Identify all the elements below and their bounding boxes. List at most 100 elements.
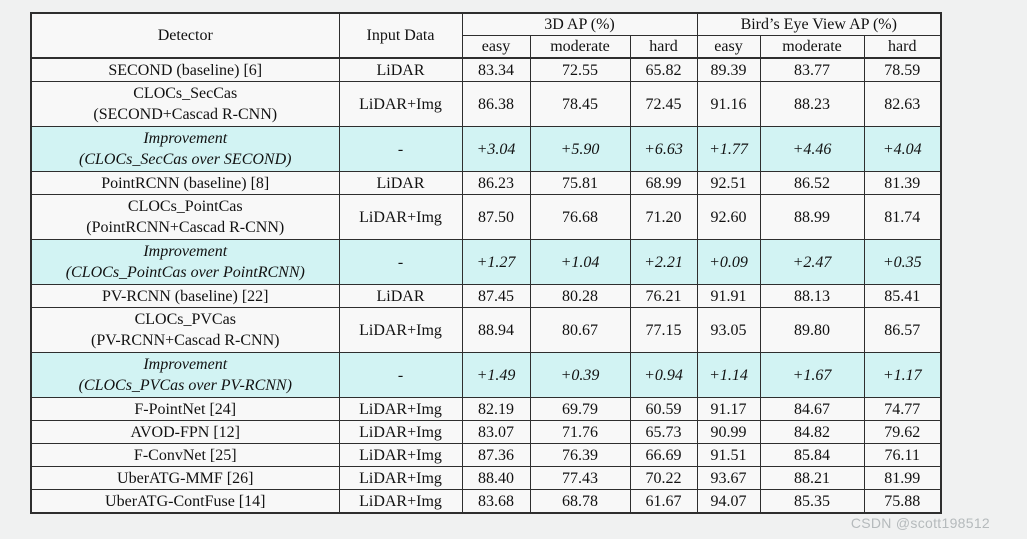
ap-value-cell: 76.11: [863, 443, 942, 467]
header-3d-moderate: moderate: [529, 35, 631, 59]
input-data-cell: LiDAR+Img: [338, 397, 463, 421]
ap-value-cell: 81.74: [863, 194, 942, 240]
ap-value-cell: 80.67: [529, 307, 631, 353]
table-row: PV-RCNN (baseline) [22] LiDAR 87.45 80.28 76…: [30, 284, 942, 308]
ap-value-cell: 86.38: [461, 81, 531, 127]
ap-value-cell: 88.13: [759, 284, 865, 308]
ap-value-cell: 77.43: [529, 466, 631, 490]
ap-value-cell: 94.07: [696, 489, 761, 514]
ap-value-cell: 91.51: [696, 443, 761, 467]
table-header: Detector Input Data 3D AP (%) Bird’s Eye…: [30, 12, 942, 59]
detector-cell: CLOCs_PVCas (PV-RCNN+Cascad R-CNN): [30, 307, 340, 353]
ap-value-cell: 83.07: [461, 420, 531, 444]
results-table: Detector Input Data 3D AP (%) Bird’s Eye…: [30, 12, 942, 514]
ap-value-cell: +0.09: [696, 239, 761, 285]
ap-value-cell: 90.99: [696, 420, 761, 444]
table-row: F-PointNet [24] LiDAR+Img 82.19 69.79 60.59 9…: [30, 397, 942, 421]
ap-value-cell: +3.04: [461, 126, 531, 172]
ap-value-cell: 84.67: [759, 397, 865, 421]
ap-value-cell: 93.67: [696, 466, 761, 490]
ap-value-cell: 83.68: [461, 489, 531, 514]
ap-value-cell: 89.39: [696, 57, 761, 82]
ap-value-cell: +4.46: [759, 126, 865, 172]
ap-value-cell: 65.73: [629, 420, 698, 444]
detector-cell: UberATG-MMF [26]: [30, 466, 340, 490]
ap-value-cell: 65.82: [629, 57, 698, 82]
input-data-cell: LiDAR+Img: [338, 81, 463, 127]
table-body: SECOND (baseline) [6] LiDAR 83.34 72.55 65.8…: [30, 57, 942, 514]
ap-value-cell: 75.88: [863, 489, 942, 514]
ap-value-cell: 72.45: [629, 81, 698, 127]
ap-value-cell: +4.04: [863, 126, 942, 172]
table-row: F-ConvNet [25] LiDAR+Img 87.36 76.39 66.69 91…: [30, 443, 942, 467]
ap-value-cell: +0.35: [863, 239, 942, 285]
table-row: Improvement (CLOCs_PVCas over PV-RCNN) - +1…: [30, 352, 942, 398]
ap-value-cell: +1.04: [529, 239, 631, 285]
ap-value-cell: 88.23: [759, 81, 865, 127]
detector-cell: Improvement (CLOCs_PVCas over PV-RCNN): [30, 352, 340, 398]
ap-value-cell: +0.39: [529, 352, 631, 398]
header-bev-hard: hard: [863, 35, 942, 59]
table-row: UberATG-ContFuse [14] LiDAR+Img 83.68 68.78…: [30, 489, 942, 514]
ap-value-cell: +5.90: [529, 126, 631, 172]
ap-value-cell: +1.77: [696, 126, 761, 172]
table-row: PointRCNN (baseline) [8] LiDAR 86.23 75.81 6…: [30, 171, 942, 195]
ap-value-cell: 88.99: [759, 194, 865, 240]
input-data-cell: LiDAR: [338, 171, 463, 195]
ap-value-cell: 91.16: [696, 81, 761, 127]
ap-value-cell: 68.99: [629, 171, 698, 195]
ap-value-cell: 76.39: [529, 443, 631, 467]
detector-cell: UberATG-ContFuse [14]: [30, 489, 340, 514]
ap-value-cell: 78.59: [863, 57, 942, 82]
detector-cell: F-PointNet [24]: [30, 397, 340, 421]
ap-value-cell: +0.94: [629, 352, 698, 398]
ap-value-cell: 87.36: [461, 443, 531, 467]
input-data-cell: -: [338, 126, 463, 172]
ap-value-cell: 76.68: [529, 194, 631, 240]
input-data-cell: LiDAR: [338, 57, 463, 82]
ap-value-cell: 74.77: [863, 397, 942, 421]
ap-value-cell: +1.17: [863, 352, 942, 398]
ap-value-cell: 91.17: [696, 397, 761, 421]
detector-cell: CLOCs_SecCas (SECOND+Cascad R-CNN): [30, 81, 340, 127]
ap-value-cell: 86.23: [461, 171, 531, 195]
ap-value-cell: +1.14: [696, 352, 761, 398]
input-data-cell: LiDAR+Img: [338, 420, 463, 444]
ap-value-cell: 75.81: [529, 171, 631, 195]
ap-value-cell: 88.40: [461, 466, 531, 490]
ap-value-cell: 87.50: [461, 194, 531, 240]
table-row: CLOCs_PVCas (PV-RCNN+Cascad R-CNN) LiDAR+I…: [30, 307, 942, 353]
ap-value-cell: 61.67: [629, 489, 698, 514]
ap-value-cell: 79.62: [863, 420, 942, 444]
ap-value-cell: 85.35: [759, 489, 865, 514]
ap-value-cell: 81.39: [863, 171, 942, 195]
input-data-cell: LiDAR+Img: [338, 466, 463, 490]
header-group-bev-ap: Bird’s Eye View AP (%): [696, 12, 942, 36]
input-data-cell: LiDAR: [338, 284, 463, 308]
ap-value-cell: 76.21: [629, 284, 698, 308]
ap-value-cell: +1.27: [461, 239, 531, 285]
input-data-cell: -: [338, 352, 463, 398]
ap-value-cell: 66.69: [629, 443, 698, 467]
ap-value-cell: 80.28: [529, 284, 631, 308]
header-detector: Detector: [30, 12, 340, 59]
table-row: AVOD-FPN [12] LiDAR+Img 83.07 71.76 65.73 90.…: [30, 420, 942, 444]
ap-value-cell: 60.59: [629, 397, 698, 421]
ap-value-cell: 82.63: [863, 81, 942, 127]
detector-cell: PointRCNN (baseline) [8]: [30, 171, 340, 195]
ap-value-cell: 89.80: [759, 307, 865, 353]
ap-value-cell: 86.57: [863, 307, 942, 353]
table-row: CLOCs_PointCas (PointRCNN+Cascad R-CNN) Li…: [30, 194, 942, 240]
ap-value-cell: 91.91: [696, 284, 761, 308]
ap-value-cell: 85.41: [863, 284, 942, 308]
input-data-cell: LiDAR+Img: [338, 307, 463, 353]
input-data-cell: LiDAR+Img: [338, 194, 463, 240]
detector-cell: CLOCs_PointCas (PointRCNN+Cascad R-CNN): [30, 194, 340, 240]
ap-value-cell: +1.67: [759, 352, 865, 398]
ap-value-cell: 83.34: [461, 57, 531, 82]
ap-value-cell: 92.51: [696, 171, 761, 195]
header-group-3d-ap: 3D AP (%): [461, 12, 698, 36]
ap-value-cell: 93.05: [696, 307, 761, 353]
ap-value-cell: 77.15: [629, 307, 698, 353]
